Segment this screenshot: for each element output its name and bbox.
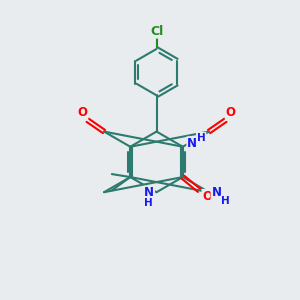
Text: Cl: Cl (150, 25, 163, 38)
Text: N: N (212, 186, 221, 199)
Text: N: N (187, 137, 197, 150)
Text: H: H (144, 198, 153, 208)
Text: H: H (197, 133, 206, 143)
Text: O: O (202, 190, 212, 203)
Text: O: O (77, 106, 87, 119)
Text: N: N (144, 186, 154, 199)
Text: H: H (221, 196, 230, 206)
Text: O: O (226, 106, 236, 119)
